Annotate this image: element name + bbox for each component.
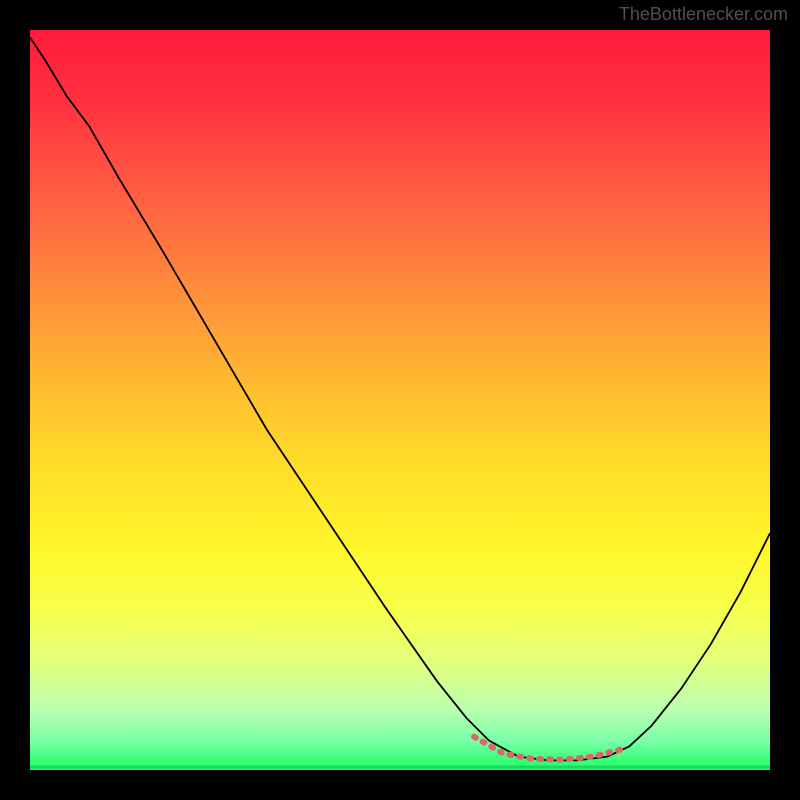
chart-plot-area bbox=[30, 30, 770, 770]
chart-svg bbox=[30, 30, 770, 770]
watermark-text: TheBottlenecker.com bbox=[619, 4, 788, 25]
chart-background bbox=[30, 30, 770, 770]
